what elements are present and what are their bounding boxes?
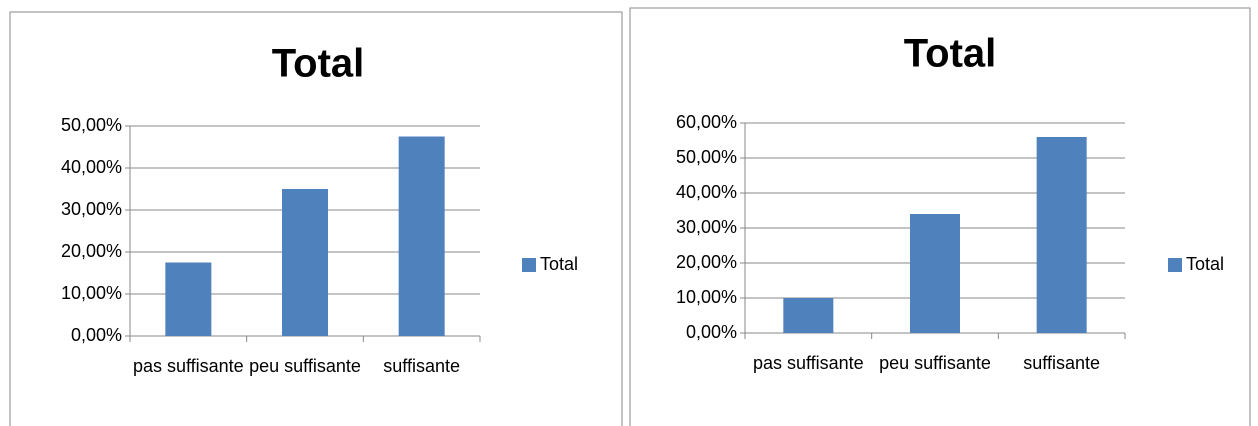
legend-swatch <box>522 258 536 272</box>
x-tick-label: suffisante <box>383 356 461 376</box>
y-tick-label: 50,00% <box>676 147 737 167</box>
legend-swatch <box>1168 258 1182 272</box>
y-tick-label: 40,00% <box>61 157 122 177</box>
y-tick-label: 30,00% <box>61 199 122 219</box>
y-tick-label: 10,00% <box>676 287 737 307</box>
chart-title: Total <box>272 42 365 86</box>
y-tick-label: 20,00% <box>676 252 737 272</box>
y-tick-label: 50,00% <box>61 115 122 135</box>
bar <box>783 298 834 333</box>
x-tick-label: suffisante <box>1023 353 1101 373</box>
x-tick-label: pas suffisante <box>752 353 864 373</box>
bar <box>282 189 328 336</box>
y-tick-label: 20,00% <box>61 241 122 261</box>
y-tick-label: 60,00% <box>676 112 737 132</box>
y-tick-label: 0,00% <box>71 325 122 345</box>
y-tick-label: 0,00% <box>686 322 737 342</box>
x-tick-label: peu suffisante <box>249 356 361 376</box>
x-tick-label: pas suffisante <box>132 356 244 376</box>
chart-title: Total <box>904 32 997 76</box>
x-tick-label: peu suffisante <box>879 353 991 373</box>
bar <box>910 214 960 333</box>
bar <box>165 262 212 336</box>
legend-label: Total <box>540 254 578 274</box>
legend-label: Total <box>1186 254 1224 274</box>
y-tick-label: 10,00% <box>61 283 122 303</box>
y-tick-label: 30,00% <box>676 217 737 237</box>
bar <box>398 136 445 336</box>
y-tick-label: 40,00% <box>676 182 737 202</box>
bar <box>1036 137 1087 333</box>
